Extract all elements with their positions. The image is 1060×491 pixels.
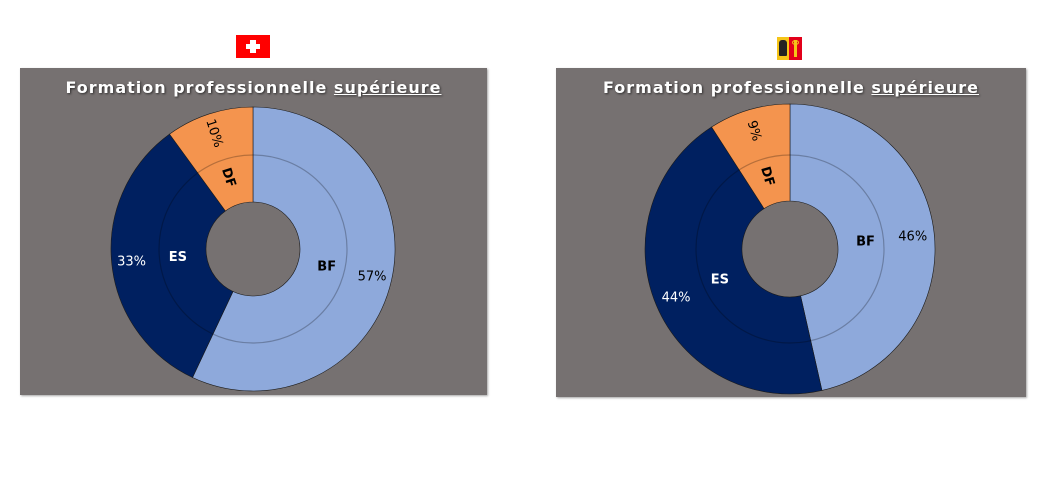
segment-percent: 9% (744, 119, 764, 143)
title-underlined: supérieure (333, 78, 442, 97)
swiss-flag-icon (236, 35, 270, 58)
segment-label: DF (218, 166, 238, 189)
segment-label: DF (757, 165, 777, 188)
chart-panel-switzerland: Formation professionnelle supérieure BF 5… (20, 68, 487, 395)
donut-segment-df (711, 103, 791, 210)
donut-segment-df (169, 106, 254, 212)
segment-percent: 57% (358, 270, 387, 285)
segment-label: BF (317, 259, 336, 274)
title-main: Formation professionnelle (65, 78, 328, 97)
segment-label: BF (856, 235, 875, 250)
segment-percent: 33% (117, 254, 146, 269)
chart-title: Formation professionnelle supérieure (556, 78, 1026, 97)
donut-segment-bf (789, 103, 936, 391)
title-underlined: supérieure (871, 78, 979, 97)
donut-segment-bf (192, 106, 396, 392)
chart-title: Formation professionnelle supérieure (20, 78, 487, 97)
donut-segment-es (110, 133, 234, 378)
segment-label: ES (169, 250, 187, 265)
geneva-flag-icon (777, 37, 802, 60)
segment-percent: 46% (898, 229, 927, 244)
donut-chart: BF 46% ES 44% DF 9% (644, 103, 936, 395)
segment-percent: 44% (662, 291, 691, 306)
chart-panel-geneva: Formation professionnelle supérieure BF 4… (556, 68, 1026, 397)
ring-divider (695, 154, 885, 344)
title-main: Formation professionnelle (603, 78, 865, 97)
donut-segment-es (644, 126, 823, 395)
segment-label: ES (711, 272, 729, 287)
ring-divider (158, 154, 348, 344)
